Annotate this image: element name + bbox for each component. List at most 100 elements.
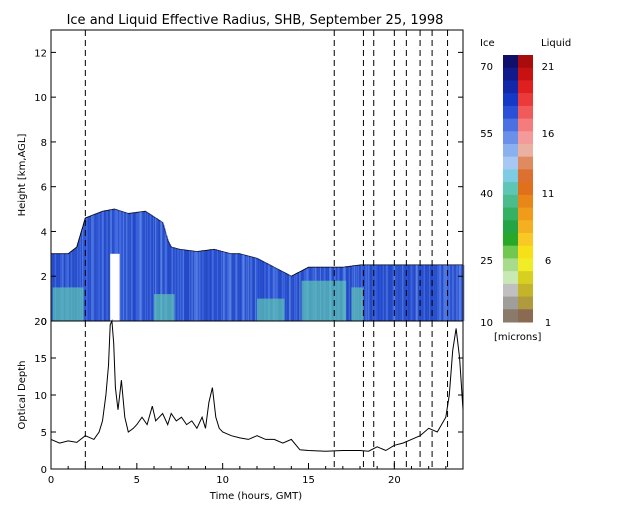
cloud-texture-stripe bbox=[408, 265, 410, 321]
optical-depth-panel: 0 5 10 15 20 0 5 10 15 20 Optical Depth Time (ho… bbox=[17, 317, 464, 502]
cloud-texture-stripe bbox=[201, 251, 203, 321]
cloud-texture-stripe bbox=[368, 265, 370, 321]
cloud-texture-stripe bbox=[153, 216, 155, 321]
cloud-texture-stripe bbox=[411, 265, 413, 321]
cloud-texture-stripe bbox=[268, 264, 270, 321]
cloud-texture-stripe bbox=[447, 265, 449, 321]
cloud-texture-stripe bbox=[460, 265, 463, 321]
colorbar-liquid-swatch bbox=[518, 67, 533, 81]
cloud-texture-stripe bbox=[283, 272, 286, 321]
colorbar-liquid-swatch bbox=[518, 156, 533, 170]
cloud-texture-stripe bbox=[104, 210, 106, 321]
cloud-texture-stripe bbox=[231, 253, 233, 321]
cloud-texture-stripe bbox=[438, 265, 440, 321]
cloud-texture-stripe bbox=[276, 268, 278, 321]
cloud-texture-stripe bbox=[200, 251, 202, 321]
cloud-texture-stripe bbox=[162, 222, 164, 321]
colorbar-ice-swatch bbox=[503, 309, 518, 323]
cloud-texture-stripe bbox=[257, 258, 259, 321]
cloud-texture-stripe bbox=[79, 236, 82, 321]
cloud-texture-stripe bbox=[195, 251, 197, 321]
cloud-texture-stripe bbox=[434, 265, 436, 321]
cloud-texture-stripe bbox=[157, 218, 159, 321]
cloud-texture-stripe bbox=[398, 265, 400, 321]
cloud-texture-stripe bbox=[132, 213, 134, 321]
cloud-texture-stripe bbox=[150, 214, 153, 321]
colorbar-liquid-swatch bbox=[518, 220, 533, 234]
cloud-texture-stripe bbox=[389, 265, 392, 321]
colorbar-ice-tick-label: 10 bbox=[480, 318, 493, 329]
cloud-texture-stripe bbox=[189, 250, 191, 321]
cloud-texture-stripe bbox=[442, 265, 444, 321]
cloud-texture-stripe bbox=[78, 240, 81, 321]
cloud-texture-stripe bbox=[445, 265, 447, 321]
cloud-texture-stripe bbox=[260, 259, 262, 321]
cloud-texture-stripe bbox=[156, 218, 158, 321]
colorbar-liquid-swatch bbox=[518, 93, 533, 107]
cloud-texture-stripe bbox=[158, 219, 160, 321]
cloud-texture-stripe bbox=[449, 265, 451, 321]
colorbar-ice-swatch bbox=[503, 220, 518, 234]
colorbar-ice-label: Ice bbox=[480, 38, 495, 49]
colorbar-liquid-label: Liquid bbox=[541, 38, 571, 49]
colorbar-ice-swatch bbox=[503, 144, 518, 158]
cloud-texture-stripe bbox=[444, 265, 446, 321]
cloud-texture-stripe bbox=[284, 272, 287, 321]
cloud-texture-stripe bbox=[89, 216, 91, 321]
optical-depth-tick-label: 10 bbox=[34, 391, 47, 402]
cloud-texture-stripe bbox=[421, 265, 424, 321]
cloud-texture-stripe bbox=[82, 226, 85, 321]
cloud-texture-stripe bbox=[149, 214, 152, 321]
cloud-texture-stripe bbox=[71, 251, 73, 321]
cloud-texture-stripe bbox=[99, 212, 101, 321]
cloud-texture-stripe bbox=[452, 265, 455, 321]
cloud-texture-stripe bbox=[296, 273, 298, 321]
cloud-texture-stripe bbox=[386, 265, 389, 321]
colorbar-liquid-swatch bbox=[518, 233, 533, 247]
colorbar-ice-swatch bbox=[503, 131, 518, 145]
cloud-texture-stripe bbox=[457, 265, 460, 321]
colorbar-ice-swatch bbox=[503, 182, 518, 196]
colorbar-ice-tick-label: 55 bbox=[480, 129, 493, 140]
cloud-texture-stripe bbox=[127, 213, 129, 321]
colorbar-ice-swatch bbox=[503, 258, 518, 272]
cloud-texture-stripe bbox=[144, 211, 147, 321]
cloud-texture-stripe bbox=[264, 262, 266, 321]
optical-depth-axis-ticks: 0 5 10 15 20 bbox=[34, 317, 463, 476]
cloud-texture-stripe bbox=[177, 248, 180, 321]
cloud-texture-stripe bbox=[159, 220, 161, 321]
cloud-texture-stripe bbox=[418, 265, 421, 321]
cloud-texture-stripe bbox=[220, 251, 223, 321]
cloud-texture-stripe bbox=[430, 265, 432, 321]
colorbar-liquid-swatch bbox=[518, 207, 533, 221]
cloud-texture-stripe bbox=[399, 265, 401, 321]
cloud-texture-stripe bbox=[210, 249, 212, 321]
cloud-texture-stripe bbox=[199, 251, 201, 321]
cloud-texture-stripe bbox=[347, 266, 349, 321]
cloud-texture-stripe bbox=[245, 255, 248, 321]
cloud-texture-stripe bbox=[119, 210, 121, 321]
cloud-texture-stripe bbox=[131, 213, 133, 321]
cloud-texture-stripe bbox=[265, 262, 267, 321]
colorbar-liquid-swatch bbox=[518, 296, 533, 310]
cloud-texture-stripe bbox=[390, 265, 393, 321]
cloud-texture-stripe bbox=[292, 275, 294, 321]
cloud-texture-stripe bbox=[242, 254, 244, 321]
height-tick-label: 12 bbox=[34, 48, 47, 59]
cloud-texture-stripe bbox=[74, 248, 77, 321]
cloud-texture-stripe bbox=[105, 210, 107, 321]
cloud-texture-stripe bbox=[451, 265, 454, 321]
cloud-texture-stripe bbox=[139, 212, 141, 321]
colorbar-ice-swatch bbox=[503, 169, 518, 183]
colorbar-liquid-swatch bbox=[518, 131, 533, 145]
cloud-texture-stripe bbox=[140, 211, 142, 321]
cloud-texture-stripe bbox=[155, 217, 157, 321]
cloud-texture-stripe bbox=[98, 212, 100, 321]
cloud-texture-stripe bbox=[121, 211, 123, 321]
cloud-texture-stripe bbox=[435, 265, 437, 321]
cloud-texture-stripe bbox=[225, 252, 227, 321]
cloud-texture-stripe bbox=[203, 250, 205, 321]
cloud-texture-stripe bbox=[263, 261, 265, 321]
cloud-texture-stripe bbox=[216, 250, 219, 321]
cloud-texture-stripe bbox=[240, 254, 242, 321]
